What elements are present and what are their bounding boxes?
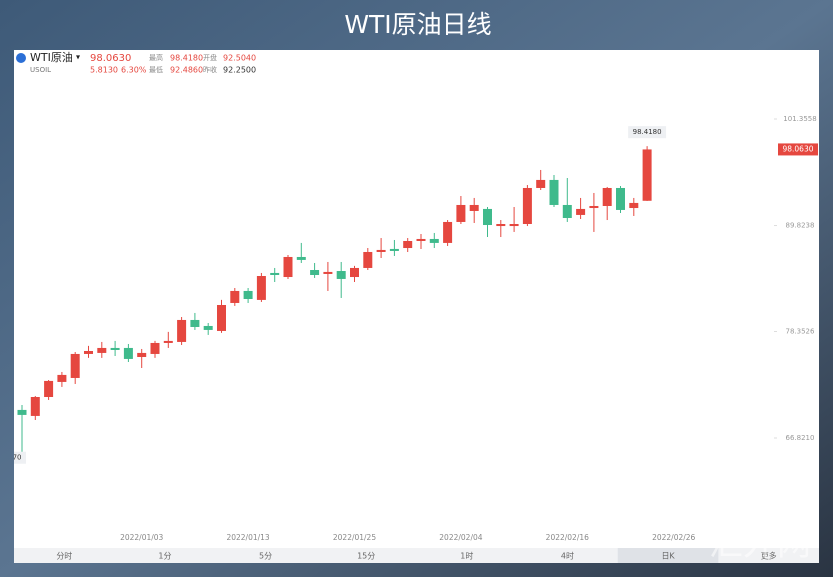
candle-body — [469, 204, 479, 211]
tab[interactable]: 15分 — [357, 552, 375, 561]
last-price-tag — [778, 143, 818, 156]
x-tick-label: 2022/01/13 — [226, 533, 269, 542]
open-label: 开盘 — [203, 53, 217, 62]
dropdown-arrow[interactable]: ▾ — [76, 53, 80, 62]
candle-body — [629, 202, 639, 209]
high-annotation: 98.4180 — [633, 128, 662, 136]
candle-body — [536, 179, 546, 188]
candle-body — [389, 248, 399, 251]
candle-body — [456, 204, 466, 222]
candle-body — [217, 305, 226, 331]
low-annotation: 65.1170 — [0, 454, 21, 462]
candle-body — [376, 249, 386, 252]
candle-body — [522, 187, 532, 225]
candle-body — [256, 276, 266, 300]
candle-body — [496, 224, 506, 227]
candle-body — [123, 347, 133, 359]
symbol[interactable]: WTI原油 — [30, 50, 73, 64]
symbol-code: USOIL — [30, 66, 51, 74]
x-tick-label: 2022/02/16 — [546, 533, 589, 542]
candle-body — [403, 240, 413, 249]
candle-body — [243, 290, 253, 300]
candle-body — [84, 351, 93, 354]
chart-panel — [14, 50, 819, 548]
change: 5.8130 — [90, 66, 118, 75]
candle-body — [137, 352, 147, 358]
candle-body — [296, 256, 306, 260]
candle-body — [70, 353, 80, 378]
candle-body — [589, 205, 599, 209]
high: 98.4180 — [170, 54, 203, 63]
tab[interactable]: 1时 — [460, 551, 473, 561]
candle-body — [283, 256, 293, 278]
candle-body — [576, 208, 586, 215]
x-tick-label: 2022/02/04 — [439, 533, 482, 542]
x-tick-label: 2022/02/26 — [652, 533, 695, 542]
x-tick-label: 2022/01/03 — [120, 533, 163, 542]
candle-body — [310, 269, 320, 275]
low-annotation-box — [14, 451, 26, 464]
high-label: 最高 — [149, 53, 163, 62]
candle-body — [443, 221, 453, 243]
tab[interactable]: 4时 — [561, 551, 574, 561]
tab[interactable]: 分时 — [56, 551, 72, 561]
page-title: WTI原油日线 — [344, 10, 491, 39]
candle-body — [549, 179, 559, 205]
tabs: 分时 1分 5分 15分 1时 4时 日K 更多 — [56, 548, 777, 563]
candle-body — [509, 224, 519, 227]
low-label: 最低 — [149, 65, 163, 74]
candle-body — [416, 238, 426, 241]
candle-body — [97, 347, 107, 353]
tab[interactable]: 5分 — [259, 552, 272, 561]
open: 92.5040 — [223, 54, 256, 63]
plot: 98.4180 65.1170 — [0, 126, 667, 464]
candle-body — [150, 342, 160, 354]
tab[interactable]: 1分 — [158, 552, 171, 561]
candle-body — [203, 325, 213, 330]
candle-body — [363, 251, 373, 268]
tab[interactable]: 日K — [661, 552, 675, 561]
y-tick-label: 66.8210 — [786, 434, 815, 442]
low: 92.4860 — [170, 66, 203, 75]
candle-body — [190, 319, 200, 327]
watermark: 汇外网 — [709, 524, 811, 564]
candle-body — [642, 149, 652, 201]
x-tick-label: 2022/01/25 — [333, 533, 376, 542]
candle-body — [163, 340, 173, 343]
change-pct: 6.30% — [121, 66, 147, 75]
candle-body — [44, 380, 54, 397]
last-price: 98.0630 — [782, 144, 813, 153]
candle-body — [602, 187, 612, 206]
tab[interactable]: 更多 — [761, 551, 777, 561]
candle-body — [57, 374, 67, 382]
y-tick-label: 89.8238 — [786, 222, 815, 230]
candle-body — [350, 267, 359, 278]
candle-body — [270, 272, 280, 275]
candle-body — [336, 271, 346, 279]
price: 98.0630 — [90, 53, 131, 64]
prev-close-label: 昨收 — [203, 65, 217, 74]
candle-body — [323, 271, 333, 274]
high-annotation-box — [628, 126, 667, 139]
candle-body — [110, 347, 120, 350]
candle-body — [230, 290, 240, 303]
y-tick-label: 78.3526 — [786, 327, 815, 335]
prev-close: 92.2500 — [223, 66, 256, 75]
candle-body — [429, 238, 439, 243]
axes: 101.3558 89.8238 78.3526 66.8210 2022/01/03 2… — [120, 115, 818, 542]
candle-body — [616, 187, 625, 210]
symbol-icon — [16, 53, 26, 63]
candle-body — [30, 396, 40, 416]
tab-active-bg — [617, 548, 719, 563]
candle-body — [17, 409, 27, 415]
y-tick-label: 101.3558 — [783, 115, 816, 123]
candle-body — [483, 208, 492, 226]
candle-body — [562, 204, 572, 218]
candle-body — [177, 319, 187, 342]
